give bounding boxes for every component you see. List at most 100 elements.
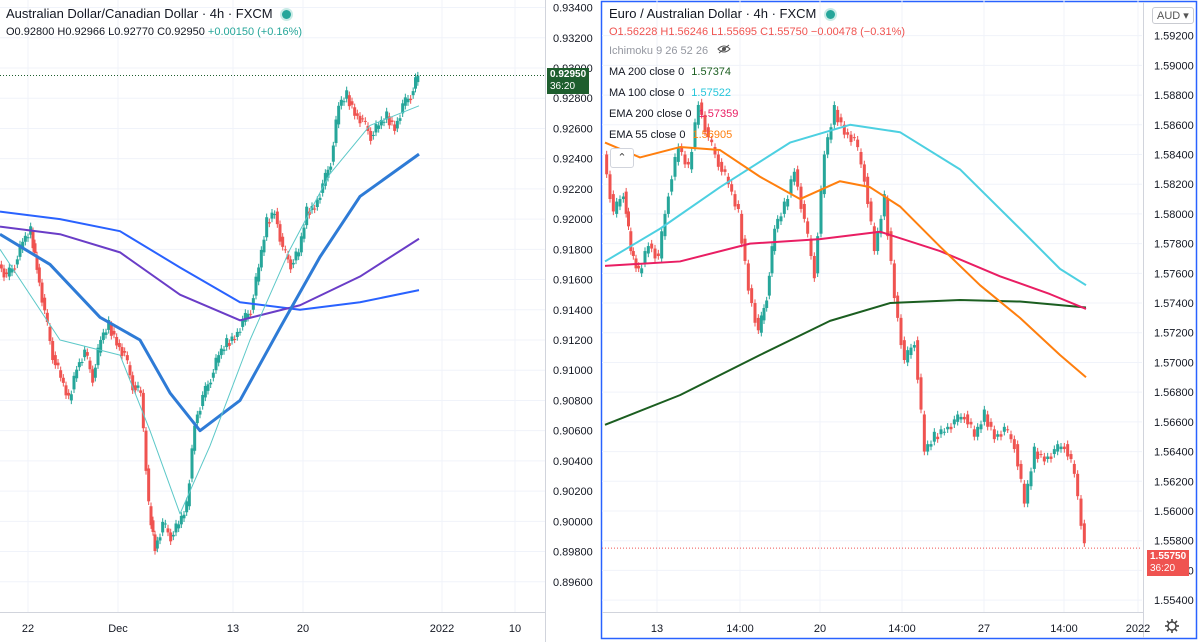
- candle-body: [676, 147, 680, 162]
- candle-body: [69, 394, 73, 401]
- candle-body: [88, 360, 92, 370]
- y-tick-label: 0.90800: [553, 395, 593, 407]
- candle-body: [1042, 456, 1046, 462]
- market-open-icon: [825, 10, 835, 19]
- candle-body: [117, 343, 121, 348]
- x-tick-label: 2022: [1126, 623, 1150, 635]
- y-tick-label: 0.92400: [553, 154, 593, 166]
- candle-body: [605, 154, 609, 175]
- candle-body: [629, 231, 633, 252]
- candle-body: [608, 174, 612, 199]
- candle-body: [686, 161, 690, 165]
- indicator-ema55-value: 1.56905: [692, 129, 733, 141]
- collapse-legend-button[interactable]: ⌃: [610, 148, 634, 168]
- candle-body: [104, 332, 108, 335]
- candle-body: [779, 216, 783, 222]
- x-tick-label: 14:00: [1050, 623, 1078, 635]
- candle-body: [195, 414, 199, 424]
- indicator-ema200[interactable]: EMA 200 close 0 1.57359: [609, 106, 905, 122]
- candle-body: [892, 263, 896, 299]
- candle-body: [259, 249, 263, 268]
- candle-body: [916, 340, 920, 380]
- candle-body: [919, 377, 923, 410]
- y-tick-label: 0.90600: [553, 426, 593, 438]
- candle-body: [992, 429, 996, 440]
- candle-body: [856, 139, 860, 148]
- y-tick-label: 1.58000: [1154, 209, 1194, 221]
- candle-body: [670, 179, 674, 192]
- candle-body: [23, 235, 27, 242]
- chevron-up-icon: ⌃: [617, 152, 627, 164]
- candle-body: [53, 355, 57, 366]
- candle-body: [371, 134, 375, 136]
- y-tick-label: 0.93200: [553, 33, 593, 45]
- eye-hidden-icon[interactable]: [717, 44, 731, 57]
- candle-body: [879, 218, 883, 234]
- left-price-tag: 0.92950 36:20: [547, 68, 590, 94]
- candle-body: [1076, 473, 1080, 497]
- candle-body: [217, 355, 221, 363]
- right-chart-legend: Euro / Australian Dollar · 4h · FXCM O1.…: [609, 6, 905, 143]
- settings-gear-button[interactable]: [1164, 618, 1180, 639]
- currency-selector[interactable]: AUD ▾: [1152, 7, 1194, 24]
- candle-body: [369, 130, 373, 141]
- candle-body: [155, 540, 159, 549]
- x-tick-label: 14:00: [888, 623, 916, 635]
- candle-body: [75, 369, 79, 379]
- right-last-price: 1.55750: [1150, 551, 1187, 562]
- y-tick-label: 1.56200: [1154, 476, 1194, 488]
- candle-body: [0, 264, 3, 269]
- candle-body: [297, 252, 301, 257]
- candle-body: [393, 124, 397, 131]
- candle-body: [809, 238, 813, 256]
- candle-body: [238, 331, 242, 333]
- candle-body: [374, 124, 378, 133]
- candle-body: [377, 125, 381, 129]
- right-low: L1.55695: [711, 26, 758, 38]
- candle-body: [115, 336, 119, 346]
- candle-body: [839, 117, 843, 123]
- indicator-ichimoku[interactable]: Ichimoku 9 26 52 26: [609, 43, 905, 59]
- candle-body: [153, 534, 157, 551]
- y-tick-label: 0.90400: [553, 456, 593, 468]
- candle-body: [158, 537, 162, 541]
- indicator-ma100[interactable]: MA 100 close 0 1.57522: [609, 85, 905, 101]
- candle-body: [660, 231, 664, 259]
- candle-body: [1012, 439, 1016, 450]
- candle-body: [979, 424, 983, 430]
- candle-body: [185, 501, 189, 513]
- candle-body: [339, 99, 343, 106]
- candle-body: [198, 410, 202, 415]
- candle-body: [107, 319, 111, 330]
- candle-body: [762, 307, 766, 321]
- candle-body: [1072, 463, 1076, 474]
- candle-body: [249, 313, 253, 315]
- candle-body: [43, 297, 47, 311]
- candle-body: [149, 506, 153, 526]
- candle-body: [929, 444, 933, 447]
- candle-body: [765, 300, 769, 308]
- candle-body: [1009, 434, 1013, 440]
- candle-body: [15, 259, 19, 265]
- candle-body: [876, 231, 880, 252]
- y-tick-label: 1.58600: [1154, 120, 1194, 132]
- x-tick-label: Dec: [108, 623, 128, 635]
- candle-body: [414, 77, 417, 89]
- indicator-ma200[interactable]: MA 200 close 0 1.57374: [609, 64, 905, 80]
- candle-body: [733, 194, 737, 207]
- candle-body: [337, 105, 341, 125]
- candle-body: [177, 524, 181, 529]
- candle-body: [986, 414, 990, 427]
- candle-body: [67, 392, 71, 396]
- candle-body: [822, 154, 826, 195]
- candle-body: [966, 414, 970, 425]
- indicator-ema55[interactable]: EMA 55 close 0 1.56905: [609, 127, 905, 143]
- candle-body: [982, 409, 986, 422]
- candle-body: [305, 206, 309, 226]
- y-tick-label: 0.89600: [553, 577, 593, 589]
- candle-body: [750, 288, 754, 304]
- candle-body: [406, 98, 410, 103]
- candle-body: [753, 303, 757, 323]
- ma-line: [0, 225, 420, 322]
